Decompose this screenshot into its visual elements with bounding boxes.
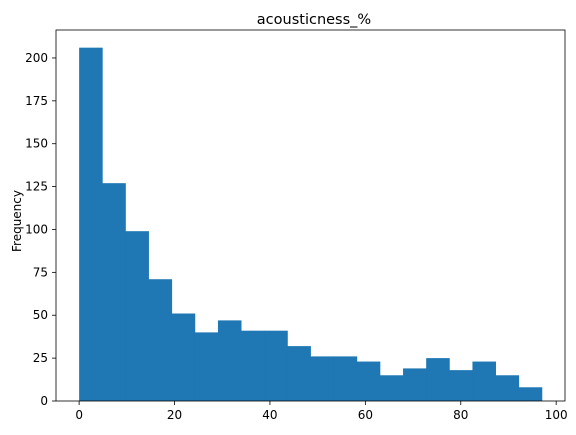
histogram-bar <box>333 356 358 401</box>
plot-frame <box>55 29 566 402</box>
y-tick-label: 75 <box>33 265 48 279</box>
y-tick-label: 200 <box>25 51 48 65</box>
histogram-bar <box>449 370 473 401</box>
y-tick-label: 0 <box>40 394 48 408</box>
histogram-bar <box>102 183 126 401</box>
x-tick-label: 60 <box>358 408 373 422</box>
y-tick-label: 50 <box>33 308 48 322</box>
histogram-bar <box>426 358 450 401</box>
y-axis: 0 25 50 75 100 125 150 175 200 <box>25 51 56 408</box>
histogram-bar <box>287 346 311 401</box>
x-tick-label: 80 <box>453 408 468 422</box>
histogram-bar <box>125 231 149 401</box>
y-tick-label: 175 <box>25 94 48 108</box>
bars-group <box>79 47 543 402</box>
chart-title: acousticness_% <box>257 12 371 28</box>
x-axis: 0 20 40 60 80 100 <box>75 401 568 422</box>
histogram-bar <box>403 368 427 401</box>
x-tick-label: 20 <box>167 408 182 422</box>
histogram-bar <box>495 375 520 401</box>
y-axis-label: Frequency <box>10 190 24 252</box>
histogram-bar <box>310 356 335 401</box>
histogram-bar <box>472 361 496 401</box>
y-tick-label: 125 <box>25 180 48 194</box>
axes-frame <box>55 29 566 402</box>
y-tick-label: 150 <box>25 137 48 151</box>
histogram-bar <box>79 47 103 402</box>
histogram-bar <box>518 387 543 401</box>
histogram-bar <box>241 330 265 401</box>
histogram-bar <box>194 332 219 401</box>
x-tick-label: 0 <box>75 408 83 422</box>
x-tick-label: 40 <box>262 408 277 422</box>
histogram-bar <box>148 279 173 401</box>
x-tick-label: 100 <box>545 408 568 422</box>
histogram-bar <box>217 320 242 401</box>
histogram-bar <box>171 313 196 401</box>
y-tick-label: 100 <box>25 222 48 236</box>
histogram-bar <box>264 330 288 401</box>
y-tick-label: 25 <box>33 351 48 365</box>
histogram-bar <box>379 375 404 401</box>
histogram-bar <box>356 361 381 401</box>
